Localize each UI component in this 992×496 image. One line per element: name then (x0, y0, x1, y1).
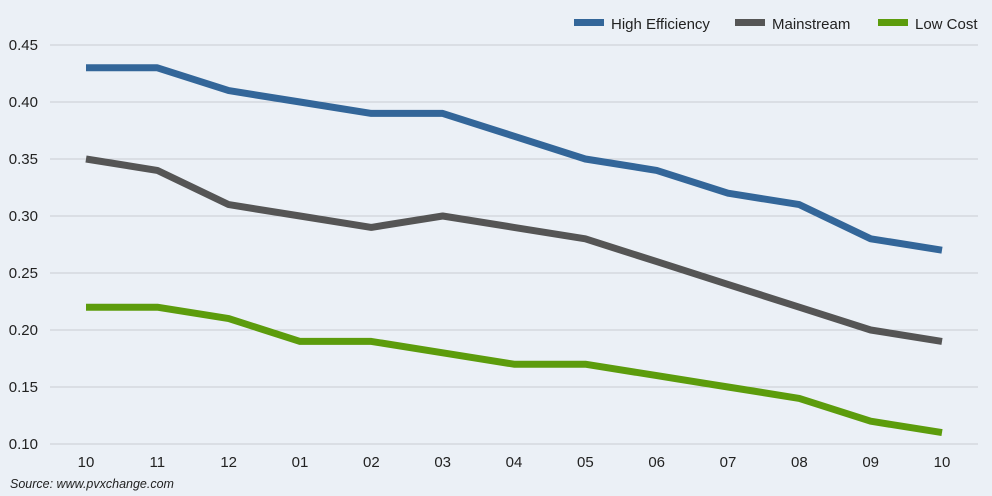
x-tick-label: 08 (791, 454, 808, 471)
legend-swatch (878, 19, 908, 26)
x-tick-label: 11 (150, 454, 166, 471)
y-tick-label: 0.30 (9, 208, 38, 225)
y-tick-label: 0.35 (9, 151, 38, 168)
x-tick-label: 12 (220, 454, 237, 471)
legend-swatch (735, 19, 765, 26)
y-tick-label: 0.20 (9, 322, 38, 339)
x-tick-label: 05 (577, 454, 594, 471)
y-tick-label: 0.40 (9, 94, 38, 111)
legend-label: High Efficiency (611, 16, 710, 33)
source-note: Source: www.pvxchange.com (10, 477, 174, 491)
x-tick-label: 04 (506, 454, 523, 471)
x-tick-label: 02 (363, 454, 380, 471)
legend-swatch (574, 19, 604, 26)
x-tick-label: 10 (934, 454, 951, 471)
series-line-low-cost (86, 303, 943, 437)
x-tick-label: 03 (434, 454, 451, 471)
y-tick-label: 0.15 (9, 379, 38, 396)
legend-label: Mainstream (772, 16, 850, 33)
x-tick-label: 09 (862, 454, 879, 471)
legend-label: Low Cost (915, 16, 978, 33)
y-tick-label: 0.25 (9, 265, 38, 282)
y-tick-label: 0.45 (9, 37, 38, 54)
x-tick-label: 07 (720, 454, 737, 471)
y-tick-label: 0.10 (9, 436, 38, 453)
x-tick-label: 01 (292, 454, 309, 471)
x-tick-label: 06 (648, 454, 665, 471)
x-tick-label: 10 (78, 454, 95, 471)
